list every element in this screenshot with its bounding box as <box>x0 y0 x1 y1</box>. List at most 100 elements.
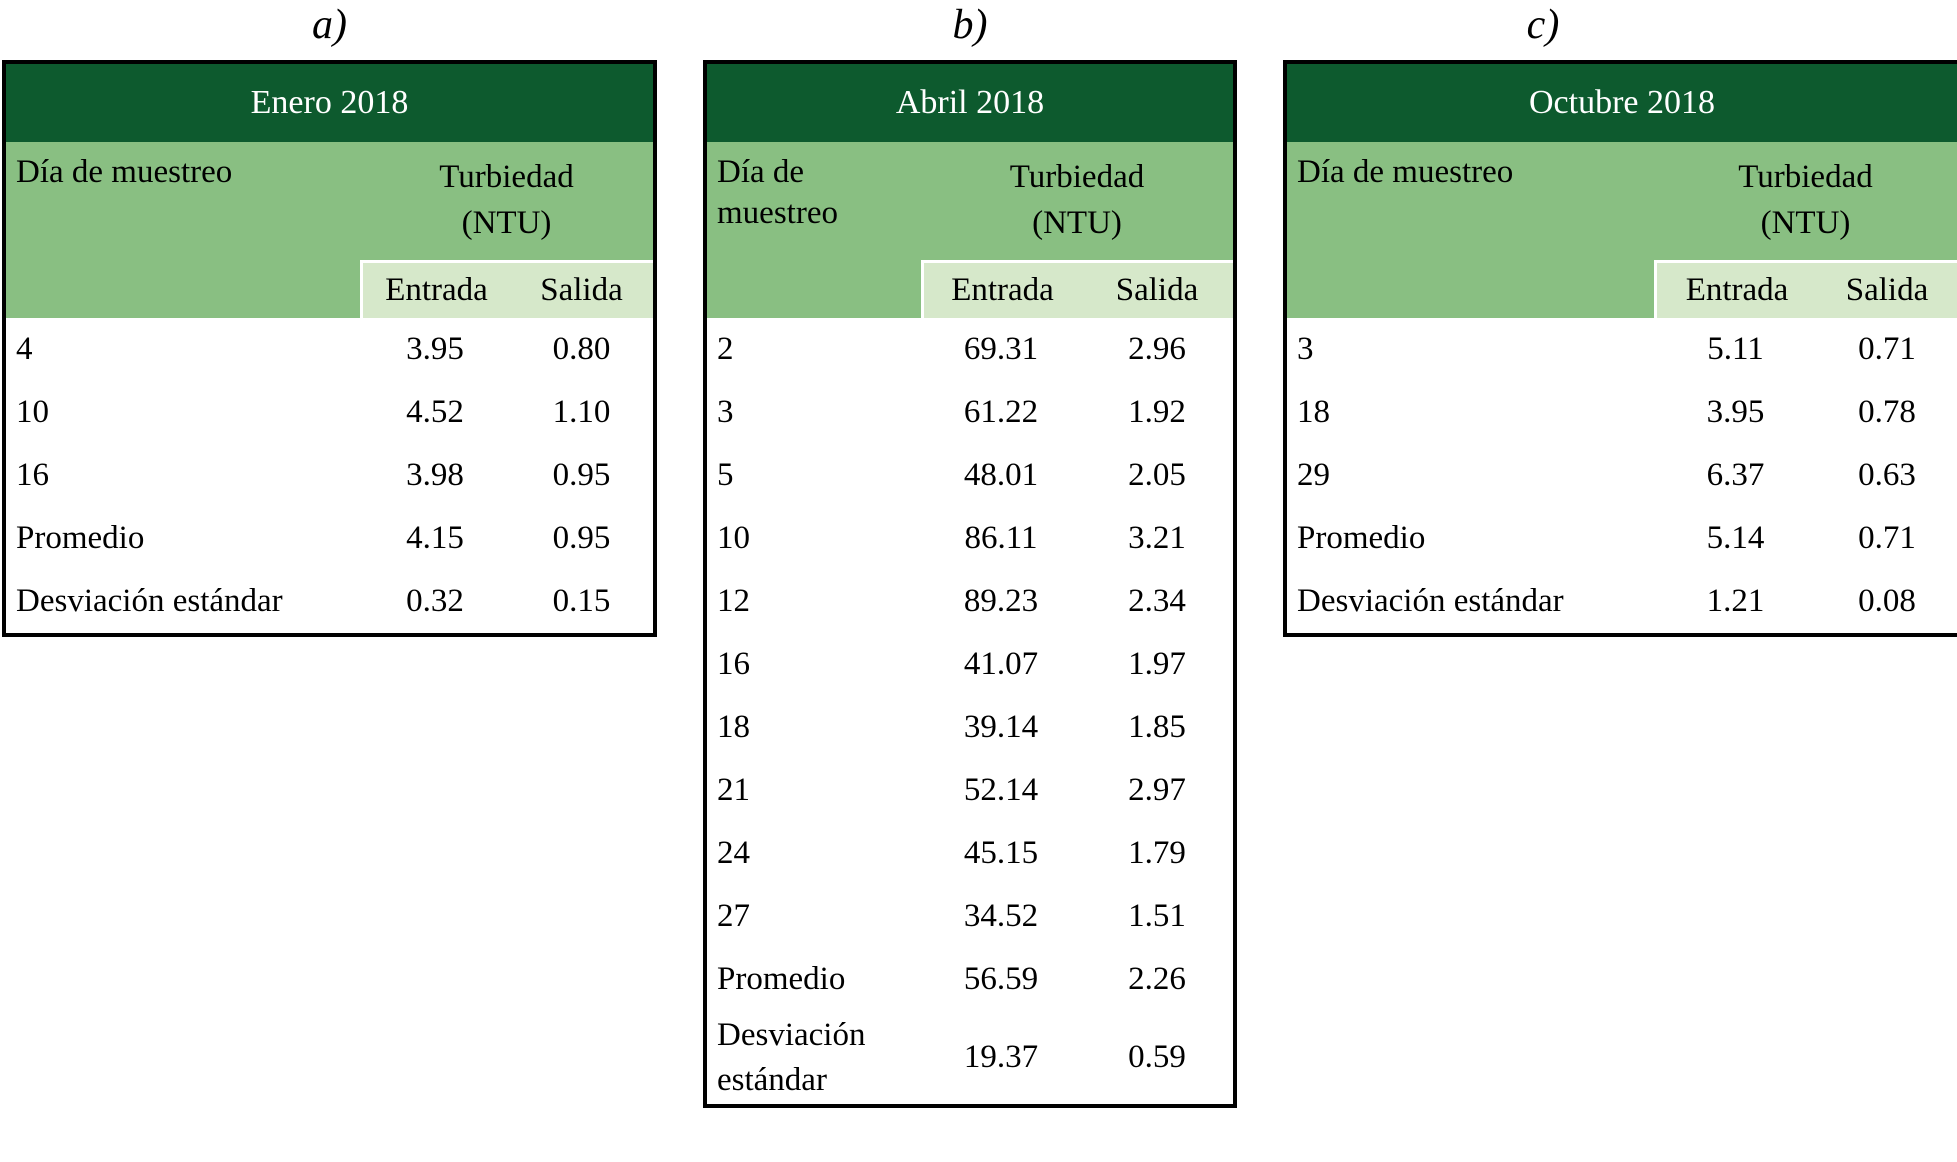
table-header: Día de muestreo Turbiedad (NTU) <box>707 142 1233 260</box>
table-cell-entrada: 69.31 <box>963 331 1039 367</box>
table-cell-day: 10 <box>717 520 750 557</box>
table-cell-entrada: 0.32 <box>406 583 464 619</box>
table-cell-salida: 0.15 <box>552 583 611 619</box>
table-row: 3 61.22 1.92 <box>707 381 1233 444</box>
table-cell-day: Desviación estándar <box>16 583 283 620</box>
table-row: 16 41.07 1.97 <box>707 633 1233 696</box>
subheader-spacer <box>707 260 921 318</box>
table-row: 27 34.52 1.51 <box>707 885 1233 948</box>
column-header-turbidity-line1: Turbiedad <box>1738 159 1873 195</box>
panel-label-b: b) <box>952 2 988 48</box>
table-cell-entrada: 3.98 <box>406 457 464 493</box>
table-cell-salida: 2.05 <box>1128 457 1186 493</box>
table-row: Promedio 5.14 0.71 <box>1287 507 1957 570</box>
table-cell-salida: 0.95 <box>552 457 611 493</box>
table-body: 2 69.31 2.96 3 61.22 1.92 5 48.01 2.05 10 86.11 3.2… <box>707 318 1233 1105</box>
table-title: Enero 2018 <box>6 64 653 142</box>
table-cell-day: 24 <box>717 835 750 872</box>
table-cell-entrada: 3.95 <box>406 331 464 367</box>
column-header-salida: Salida <box>510 260 653 318</box>
table-row: 12 89.23 2.34 <box>707 570 1233 633</box>
column-header-turbidity: Turbiedad (NTU) <box>921 142 1233 260</box>
column-header-turbidity-line2: (NTU) <box>1032 205 1122 242</box>
table-row: 18 3.95 0.78 <box>1287 381 1957 444</box>
table-body: 4 3.95 0.80 10 4.52 1.10 16 3.98 0.95 Promedio 4.1… <box>6 318 653 633</box>
column-header-turbidity: Turbiedad (NTU) <box>360 142 653 260</box>
column-header-entrada: Entrada <box>360 260 510 318</box>
table-cell-entrada: 4.52 <box>406 394 464 430</box>
table-cell-day: 18 <box>1297 394 1330 431</box>
table-cell-entrada: 45.15 <box>963 835 1039 871</box>
table-cell-day: Promedio <box>16 520 145 557</box>
table-cell-salida: 0.80 <box>552 331 611 367</box>
table-cell-entrada: 34.52 <box>963 898 1039 934</box>
table-cell-salida: 0.95 <box>552 520 611 556</box>
panel-label-c: c) <box>1526 2 1560 48</box>
subheader-spacer <box>1287 260 1654 318</box>
table-cell-salida: 1.92 <box>1128 394 1186 430</box>
table-row: 24 45.15 1.79 <box>707 822 1233 885</box>
table-cell-day: 5 <box>717 457 734 494</box>
table-cell-salida: 0.71 <box>1858 331 1916 367</box>
column-header-turbidity-line1: Turbiedad <box>439 159 574 195</box>
column-header-turbidity-line2: (NTU) <box>1760 205 1851 242</box>
table-row: Promedio 4.15 0.95 <box>6 507 653 570</box>
table-enero-2018: Enero 2018 Día de muestreo Turbiedad (NT… <box>2 60 657 637</box>
table-row: 2 69.31 2.96 <box>707 318 1233 381</box>
table-row: Promedio 56.59 2.26 <box>707 948 1233 1011</box>
table-subheader: Entrada Salida <box>6 260 653 318</box>
table-row: Desviación estándar 19.37 0.59 <box>707 1011 1233 1105</box>
table-row: 10 86.11 3.21 <box>707 507 1233 570</box>
table-row: Desviación estándar 0.32 0.15 <box>6 570 653 633</box>
table-row: 5 48.01 2.05 <box>707 444 1233 507</box>
column-header-turbidity-line2: (NTU) <box>461 205 552 242</box>
table-row: 4 3.95 0.80 <box>6 318 653 381</box>
table-cell-day: 4 <box>16 331 33 368</box>
table-cell-entrada: 39.14 <box>963 709 1039 745</box>
table-abril-2018: Abril 2018 Día de muestreo Turbiedad (NT… <box>703 60 1237 1109</box>
table-title: Octubre 2018 <box>1287 64 1957 142</box>
table-row: 21 52.14 2.97 <box>707 759 1233 822</box>
column-header-entrada: Entrada <box>921 260 1081 318</box>
subheader-spacer <box>6 260 360 318</box>
table-cell-day: 16 <box>717 646 750 683</box>
table-cell-day: 21 <box>717 772 750 809</box>
column-header-day: Día de muestreo <box>717 154 838 232</box>
table-cell-salida: 0.08 <box>1858 583 1916 619</box>
table-header: Día de muestreo Turbiedad (NTU) <box>6 142 653 260</box>
column-header-salida: Salida <box>1817 260 1957 318</box>
table-cell-entrada: 3.95 <box>1706 394 1765 430</box>
table-cell-salida: 2.96 <box>1128 331 1186 367</box>
table-cell-day: 3 <box>717 394 734 431</box>
table-cell-entrada: 48.01 <box>963 457 1039 493</box>
table-row: Desviación estándar 1.21 0.08 <box>1287 570 1957 633</box>
table-cell-entrada: 4.15 <box>406 520 464 556</box>
table-cell-salida: 2.34 <box>1128 583 1186 619</box>
table-cell-day: Promedio <box>1297 520 1426 557</box>
table-cell-day: 29 <box>1297 457 1330 494</box>
table-cell-day: Desviación estándar <box>1297 583 1564 620</box>
table-row: 18 39.14 1.85 <box>707 696 1233 759</box>
table-cell-salida: 0.63 <box>1858 457 1916 493</box>
table-cell-day: 27 <box>717 898 750 935</box>
table-header: Día de muestreo Turbiedad (NTU) <box>1287 142 1957 260</box>
table-cell-day: Promedio <box>717 961 846 998</box>
table-cell-entrada: 41.07 <box>963 646 1039 682</box>
table-cell-salida: 1.97 <box>1128 646 1186 682</box>
table-subheader: Entrada Salida <box>1287 260 1957 318</box>
table-cell-entrada: 56.59 <box>963 961 1039 997</box>
column-header-day: Día de muestreo <box>1297 154 1514 190</box>
table-cell-entrada: 52.14 <box>963 772 1039 808</box>
table-row: 16 3.98 0.95 <box>6 444 653 507</box>
table-row: 3 5.11 0.71 <box>1287 318 1957 381</box>
table-cell-day: Desviación estándar <box>717 1017 866 1098</box>
table-cell-entrada: 5.11 <box>1707 331 1764 367</box>
table-cell-entrada: 1.21 <box>1706 583 1765 619</box>
table-title: Abril 2018 <box>707 64 1233 142</box>
table-cell-day: 12 <box>717 583 750 620</box>
table-cell-day: 10 <box>16 394 49 431</box>
table-cell-entrada: 5.14 <box>1706 520 1765 556</box>
table-cell-salida: 0.59 <box>1128 1039 1186 1076</box>
table-cell-salida: 0.71 <box>1858 520 1916 556</box>
